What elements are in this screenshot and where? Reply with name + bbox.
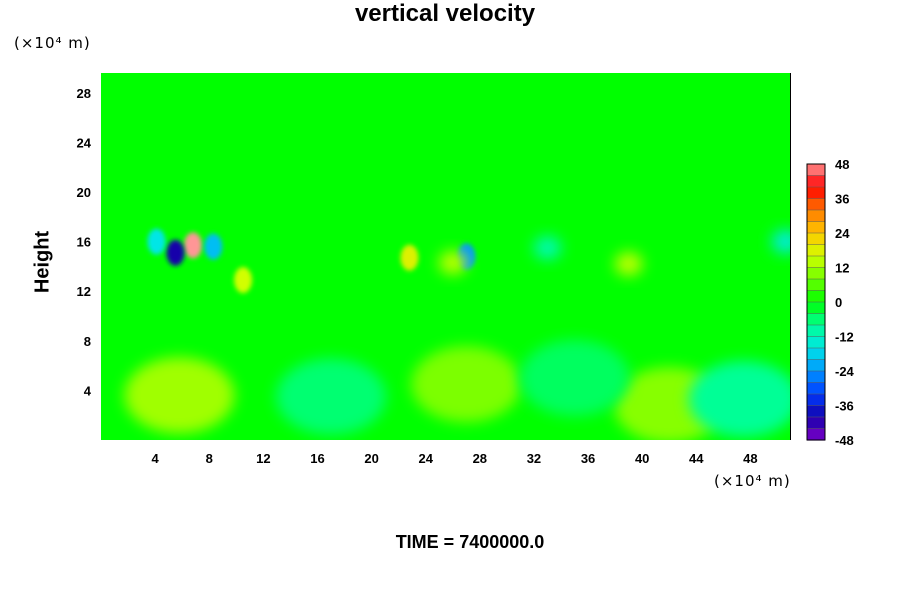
colorbar-tick-label: 12: [835, 261, 849, 276]
x-tick-label: 16: [310, 451, 324, 466]
y-tick-label: 24: [77, 135, 92, 150]
x-tick-label: 4: [152, 451, 160, 466]
colorbar-cell: [807, 325, 825, 338]
colorbar-tick-label: 24: [835, 226, 850, 241]
heatmap-feature: [688, 361, 791, 438]
colorbar: 48 36 24 12 0 -12 -24 -36 -48: [806, 157, 855, 448]
colorbar-cell: [807, 175, 825, 188]
x-tick-label: 44: [689, 451, 704, 466]
heatmap-feature: [234, 267, 253, 294]
colorbar-cell: [807, 221, 825, 234]
x-tick-label: 48: [743, 451, 757, 466]
x-tick-label: 8: [206, 451, 213, 466]
colorbar-cell: [807, 428, 825, 441]
colorbar-cell: [807, 336, 825, 349]
colorbar-cell: [807, 417, 825, 430]
x-tick-label: 28: [473, 451, 487, 466]
colorbar-tick-label: -12: [835, 330, 854, 345]
x-unit-text: (×10⁴ m): [714, 472, 791, 490]
heatmap-feature: [124, 357, 235, 434]
colorbar-tick-label: -36: [835, 399, 854, 414]
colorbar-cell: [807, 359, 825, 372]
colorbar-cell: [807, 313, 825, 326]
colorbar-cell: [807, 187, 825, 200]
y-tick-label: 4: [84, 383, 92, 398]
colorbar-tick-label: -24: [835, 364, 855, 379]
heatmap-feature: [166, 239, 185, 266]
heatmap-feature: [400, 244, 419, 271]
colorbar-cell: [807, 244, 825, 257]
colorbar-cell: [807, 267, 825, 280]
colorbar-cell: [807, 256, 825, 269]
colorbar-cell: [807, 371, 825, 384]
colorbar-cell: [807, 290, 825, 303]
colorbar-cell: [807, 394, 825, 407]
colorbar-frame: [806, 163, 826, 441]
y-unit-text: (×10⁴ m): [14, 34, 91, 52]
heatmap-feature: [771, 229, 791, 254]
colorbar-tick-label: 36: [835, 192, 849, 207]
y-unit-label: (×10⁴ m): [14, 34, 91, 52]
colorbar-cell: [807, 164, 825, 177]
colorbar-cell: [807, 210, 825, 223]
colorbar-tick-label: 48: [835, 157, 849, 172]
colorbar-cell: [807, 302, 825, 315]
heatmap-feature: [519, 340, 630, 417]
heatmap-feature: [411, 346, 522, 423]
colorbar-cell: [807, 405, 825, 418]
colorbar-cell: [807, 348, 825, 361]
x-tick-label: 36: [581, 451, 595, 466]
heatmap-feature: [184, 232, 202, 259]
heatmap-feature: [438, 250, 467, 275]
heatmap-feature: [147, 228, 166, 255]
colorbar-cell: [807, 382, 825, 395]
heatmap-feature: [614, 251, 643, 276]
chart-title: vertical velocity: [354, 0, 536, 27]
heatmap-features: [124, 228, 791, 440]
y-tick-label: 28: [77, 86, 91, 101]
x-tick-label: 24: [418, 451, 433, 466]
colorbar-cell: [807, 279, 825, 292]
y-tick-label: 8: [84, 334, 91, 349]
colorbar-cell: [807, 233, 825, 246]
time-label: TIME = 7400000.0: [395, 532, 545, 552]
y-tick-label: 20: [77, 185, 91, 200]
x-tick-label: 40: [635, 451, 649, 466]
heatmap-feature: [533, 235, 562, 260]
x-tick-label: 20: [364, 451, 378, 466]
heatmap-feature: [276, 358, 386, 435]
x-tick-label: 32: [527, 451, 541, 466]
y-tick-label: 12: [77, 284, 91, 299]
colorbar-cell: [807, 198, 825, 211]
x-tick-label: 12: [256, 451, 270, 466]
colorbar-tick-label: 0: [835, 295, 842, 310]
heatmap-feature: [204, 233, 223, 260]
x-unit-label: (×10⁴ m): [714, 472, 791, 490]
colorbar-tick-label: -48: [835, 433, 854, 448]
y-tick-label: 16: [77, 235, 91, 250]
